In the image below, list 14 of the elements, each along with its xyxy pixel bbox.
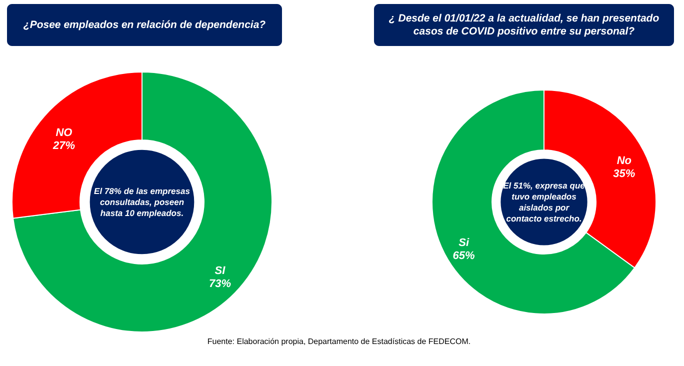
source-note: Fuente: Elaboración propia, Departamento de Estadísticas de FEDECOM. [207,337,471,346]
slice-label: Si [458,236,470,249]
data-label: 73% [208,278,232,290]
text: El 51%, expresa que tuvo empleados aislados por contacto estrecho. [503,180,586,224]
chart-title: ¿ Desde el 01/01/22 a la actualidad, se han presentado casos de COVID positivo entre su personal? [388,12,660,38]
slice-label: SI [214,264,226,277]
text: El 78% de las empresas consultadas, poseen hasta 10 empleados. [94,186,190,218]
chart-title: ¿Posee empleados en relación de dependencia? [23,19,266,31]
data-label: 65% [452,250,476,262]
slice-label: No [616,155,632,168]
slice-label: NO [56,127,73,140]
data-label: 27% [52,140,76,152]
data-label: 35% [613,168,636,180]
donut-slice [12,72,272,332]
